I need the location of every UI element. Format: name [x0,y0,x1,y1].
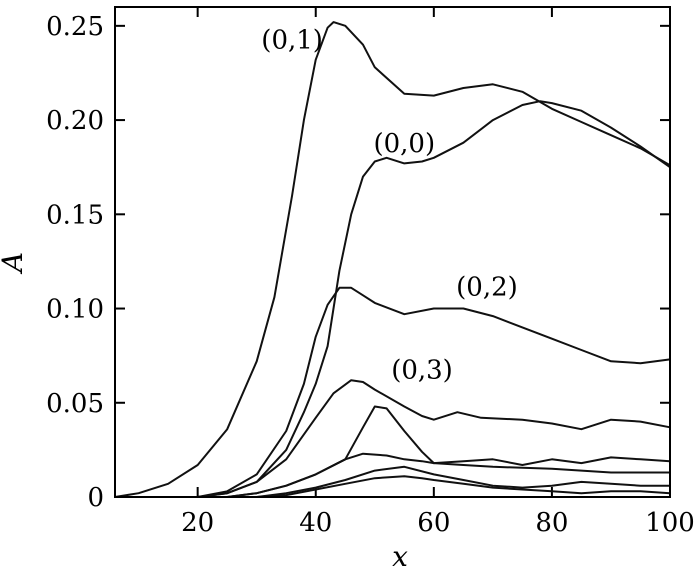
series-line-2 [115,100,671,498]
series-label: (0,2) [456,272,518,302]
series-label: (0,0) [373,129,435,159]
series-line-7 [115,465,670,498]
series-label: (0,1) [261,25,323,55]
y-axis-title: A [0,252,29,275]
x-tick-label: 60 [417,508,450,538]
series-line-8 [115,475,671,498]
y-tick-label: 0.10 [46,295,104,325]
x-tick-label: 80 [535,508,568,538]
y-tick-label: 0.15 [46,200,104,230]
y-tick-label: 0.20 [46,106,104,136]
y-tick-label: 0 [87,483,104,513]
x-tick-label: 40 [299,508,332,538]
series-line-1 [114,21,671,498]
series-labels: (0,1) (0,0) (0,2) (0,3) [261,25,517,385]
axis-ticks: 20 40 60 80 100 0 0.05 0.10 0.15 0.20 0.25 [46,7,695,538]
chart-curves [114,21,671,498]
series-label: (0,3) [391,355,453,385]
series-line-5 [115,405,670,498]
series-line-3 [115,286,671,498]
plot-frame [114,6,671,498]
x-tick-label: 100 [645,508,695,538]
series-line-6 [115,452,671,498]
x-tick-label: 20 [181,508,214,538]
y-tick-label: 0.05 [46,389,104,419]
series-line-4 [115,379,671,498]
x-axis-title: x [392,540,408,572]
y-tick-label: 0.25 [46,12,104,42]
